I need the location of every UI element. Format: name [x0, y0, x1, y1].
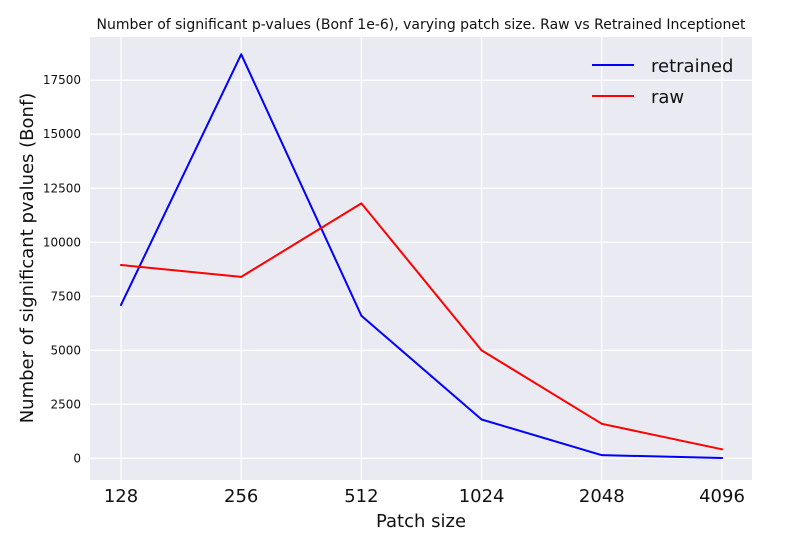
y-tick-label: 2500 — [50, 397, 81, 411]
data-point-raw — [600, 422, 603, 425]
legend-label-raw: raw — [651, 87, 684, 108]
series-line-raw — [120, 202, 723, 451]
data-point-retrained — [240, 53, 243, 56]
y-tick-label: 17500 — [43, 73, 81, 87]
y-tick-label: 15000 — [43, 127, 81, 141]
data-point-retrained — [480, 418, 483, 421]
series-line-retrained — [120, 53, 723, 459]
data-point-raw — [360, 202, 363, 205]
x-axis-label: Patch size — [376, 511, 466, 532]
series-layer — [120, 53, 723, 459]
y-tick-label: 10000 — [43, 235, 81, 249]
data-point-raw — [120, 264, 122, 266]
x-tick-label: 256 — [224, 486, 258, 507]
y-tick-label: 7500 — [50, 289, 81, 303]
x-tick-label: 512 — [344, 486, 378, 507]
data-point-retrained — [120, 304, 122, 306]
x-tick-label: 2048 — [579, 486, 625, 507]
data-point-retrained — [360, 314, 363, 317]
x-tick-label: 4096 — [699, 486, 745, 507]
data-point-retrained — [600, 454, 603, 457]
y-tick-label: 5000 — [50, 343, 81, 357]
y-tick-label: 0 — [73, 451, 81, 465]
legend: retrained raw — [592, 56, 733, 108]
chart-title: Number of significant p-values (Bonf 1e-… — [97, 17, 746, 33]
x-tick-label: 1024 — [459, 486, 505, 507]
tick-layer: 128 256 512 1024 2048 4096 0 2500 5000 7500 10000 1… — [43, 73, 745, 507]
data-point-retrained — [721, 457, 723, 459]
y-axis-label: Number of significant pvalues (Bonf) — [17, 93, 38, 424]
x-tick-label: 128 — [104, 486, 138, 507]
y-tick-label: 12500 — [43, 181, 81, 195]
data-point-raw — [721, 448, 723, 451]
legend-label-retrained: retrained — [651, 56, 733, 77]
plot-area — [90, 37, 752, 480]
grid-layer — [90, 37, 752, 480]
data-point-raw — [240, 275, 243, 278]
data-point-raw — [480, 349, 483, 352]
